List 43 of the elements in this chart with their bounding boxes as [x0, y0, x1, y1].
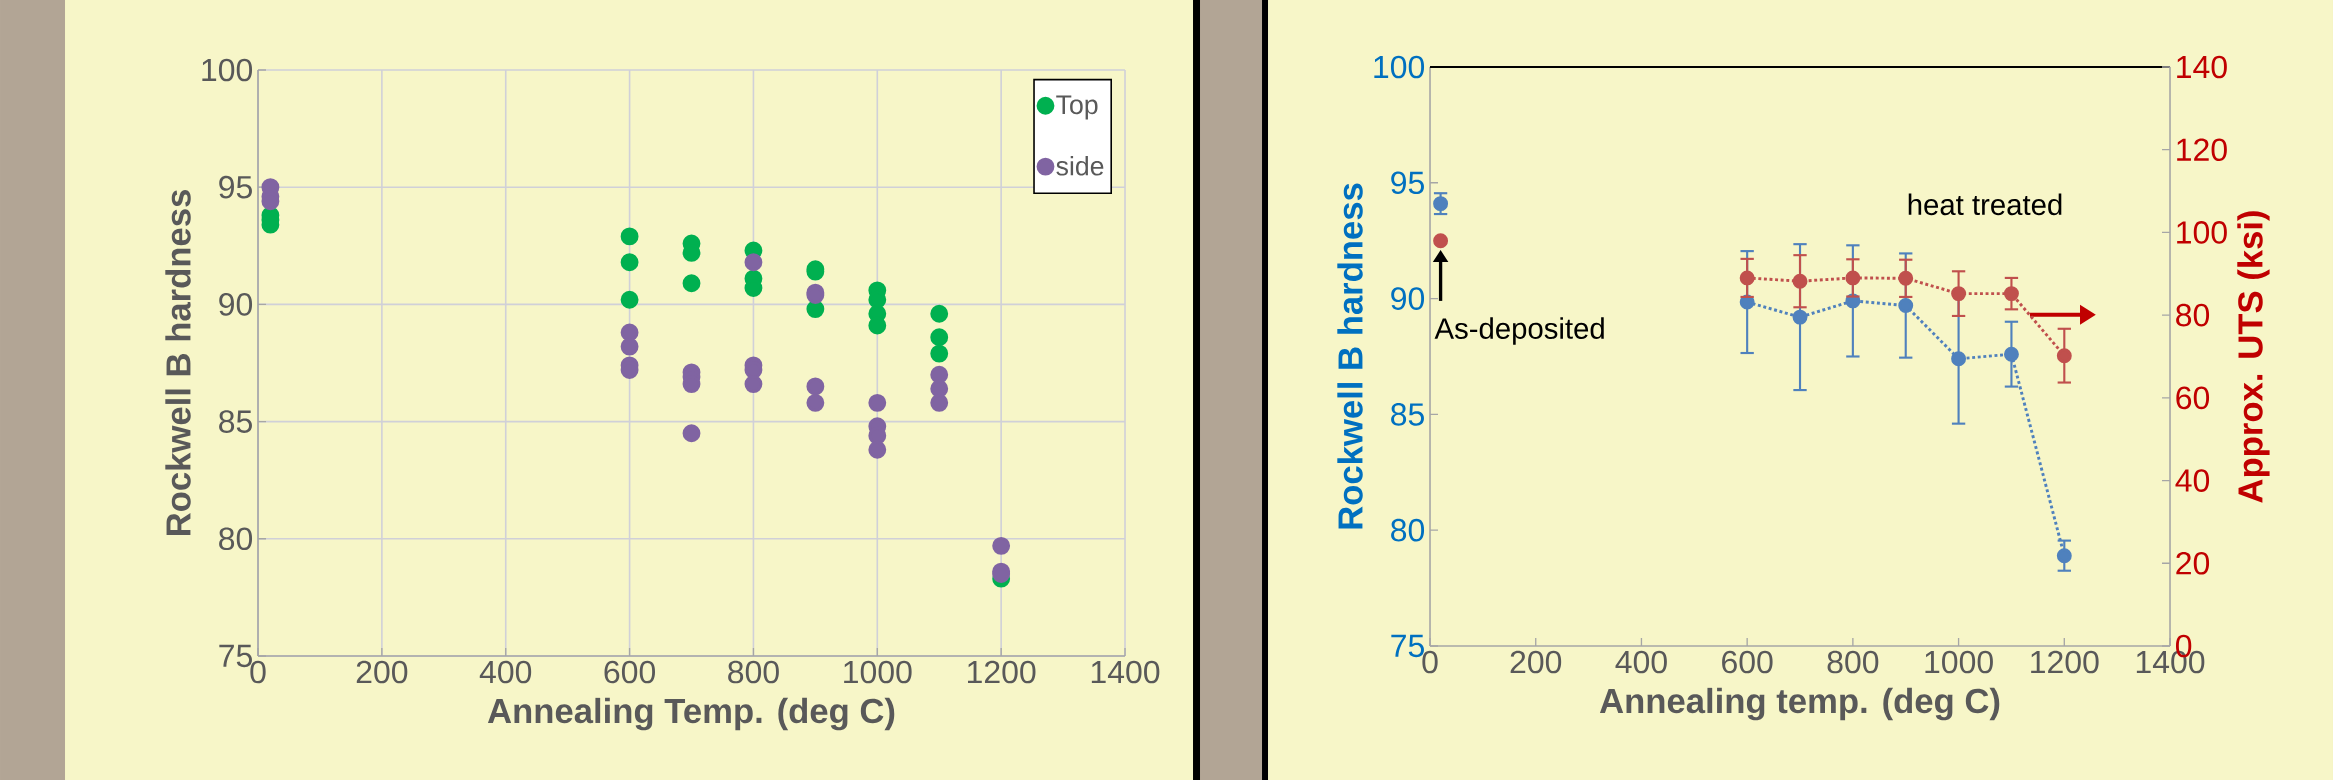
y-tick-label: 75 [219, 644, 252, 668]
y-tick-label: 90 [1391, 287, 1425, 310]
y-axis-title: Rockwell B hardness [1337, 183, 1363, 529]
y2-tick-label: 80 [2176, 303, 2210, 327]
y-tick-label: 90 [219, 293, 253, 316]
annotation: As-deposited [1434, 317, 1604, 345]
x-tick-label: 1000 [1925, 650, 1993, 674]
y-axis-title: Rockwell B hardness [165, 190, 191, 536]
x-tick-label: 400 [1615, 650, 1667, 674]
x-tick-label: 800 [1827, 650, 1879, 674]
x-tick-label: 200 [1510, 650, 1562, 674]
x-tick-label: 1200 [968, 660, 1036, 684]
y-tick-label: 80 [219, 527, 253, 551]
x-tick-label: 1000 [844, 660, 912, 684]
legend-label: side [1056, 155, 1104, 176]
y-tick-label: 95 [219, 175, 252, 199]
y-tick-label: 85 [1391, 403, 1424, 426]
y2-tick-label: 60 [2176, 386, 2210, 410]
x-axis-title: Annealing Temp. (deg C) [487, 697, 895, 731]
y2-tick-label: 20 [2176, 551, 2210, 575]
y-tick-label: 95 [1391, 171, 1424, 195]
x-tick-label: 1400 [1091, 660, 1160, 684]
x-tick-label: 1200 [2031, 650, 2099, 674]
y2-axis-title: Approx. UTS (ksi) [2237, 211, 2270, 503]
y-tick-label: 80 [1391, 518, 1425, 542]
x-tick-label: 200 [356, 660, 408, 684]
y-tick-label: 75 [1391, 634, 1424, 658]
y-tick-label: 85 [219, 410, 252, 433]
x-tick-label: 600 [1722, 650, 1773, 674]
y2-tick-label: 120 [2177, 138, 2227, 162]
x-tick-label: 0 [250, 660, 266, 684]
y-tick-label: 100 [202, 58, 253, 82]
x-tick-label: 800 [728, 660, 779, 684]
annotation: heat treated [1908, 193, 2062, 216]
y2-tick-label: 40 [2175, 469, 2210, 492]
x-tick-label: 600 [604, 660, 656, 684]
x-tick-label: 400 [479, 660, 532, 684]
y2-tick-label: 100 [2177, 221, 2227, 244]
x-axis-title: Annealing temp. (deg C) [1599, 687, 2000, 721]
y-tick-label: 100 [1374, 55, 1425, 79]
y2-tick-label: 140 [2177, 55, 2227, 79]
x-tick-label: 0 [1422, 650, 1438, 674]
legend-label: Top [1056, 95, 1098, 120]
